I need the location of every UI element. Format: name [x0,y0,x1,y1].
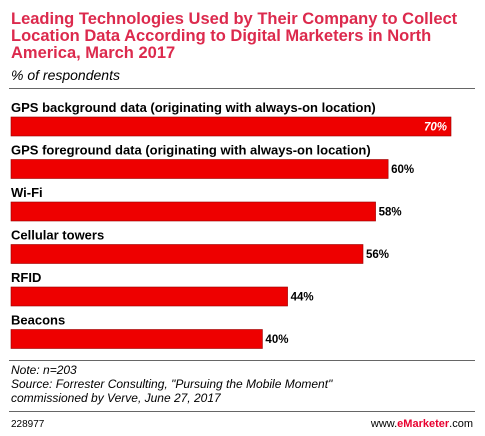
category-label: RFID [11,270,41,285]
category-label: Wi-Fi [11,185,43,200]
value-label: 56% [366,249,389,261]
category-label: GPS foreground data (originating with al… [11,143,371,158]
footer-divider [9,411,475,412]
value-label: 58% [379,207,402,219]
bar [10,286,288,307]
source-line-1: Source: Forrester Consulting, "Pursuing … [11,377,333,391]
bar-chart: GPS background data (originating with al… [10,100,452,349]
value-label: 44% [291,292,314,304]
category-label: Cellular towers [11,228,104,243]
value-label: 40% [265,334,288,346]
value-label: 60% [391,164,414,176]
chart-id: 228977 [11,419,45,430]
top-divider [9,88,475,89]
chart-subtitle: % of respondents [11,67,120,83]
bar [10,116,452,137]
category-label: GPS background data (originating with al… [11,100,376,115]
category-label: Beacons [11,313,65,328]
bottom-divider [9,360,475,361]
brand-logo: www.eMarketer.com [370,418,473,430]
bar [10,201,376,222]
note-text: Note: n=203 [11,363,77,377]
value-label: 70% [424,122,447,134]
bar [10,244,364,264]
bar [10,159,389,179]
chart-title: Leading Technologies Used by Their Compa… [11,10,458,62]
source-line-2: commissioned by Verve, June 27, 2017 [11,391,221,405]
bar [10,329,263,349]
